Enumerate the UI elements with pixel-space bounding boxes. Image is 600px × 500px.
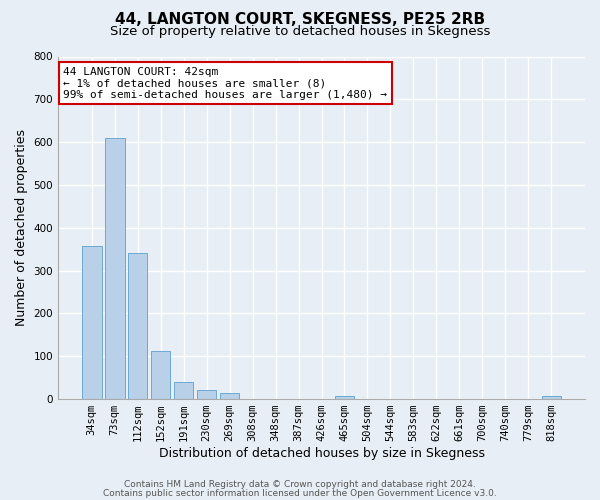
Bar <box>220 393 239 399</box>
Bar <box>82 246 101 399</box>
X-axis label: Distribution of detached houses by size in Skegness: Distribution of detached houses by size … <box>158 447 485 460</box>
Text: Contains public sector information licensed under the Open Government Licence v3: Contains public sector information licen… <box>103 488 497 498</box>
Text: 44, LANGTON COURT, SKEGNESS, PE25 2RB: 44, LANGTON COURT, SKEGNESS, PE25 2RB <box>115 12 485 28</box>
Bar <box>197 390 217 399</box>
Text: Size of property relative to detached houses in Skegness: Size of property relative to detached ho… <box>110 25 490 38</box>
Text: Contains HM Land Registry data © Crown copyright and database right 2024.: Contains HM Land Registry data © Crown c… <box>124 480 476 489</box>
Bar <box>174 382 193 399</box>
Y-axis label: Number of detached properties: Number of detached properties <box>15 130 28 326</box>
Bar <box>128 253 148 399</box>
Bar <box>151 350 170 399</box>
Bar <box>105 138 125 399</box>
Bar <box>542 396 561 399</box>
Text: 44 LANGTON COURT: 42sqm
← 1% of detached houses are smaller (8)
99% of semi-deta: 44 LANGTON COURT: 42sqm ← 1% of detached… <box>64 67 388 100</box>
Bar <box>335 396 354 399</box>
